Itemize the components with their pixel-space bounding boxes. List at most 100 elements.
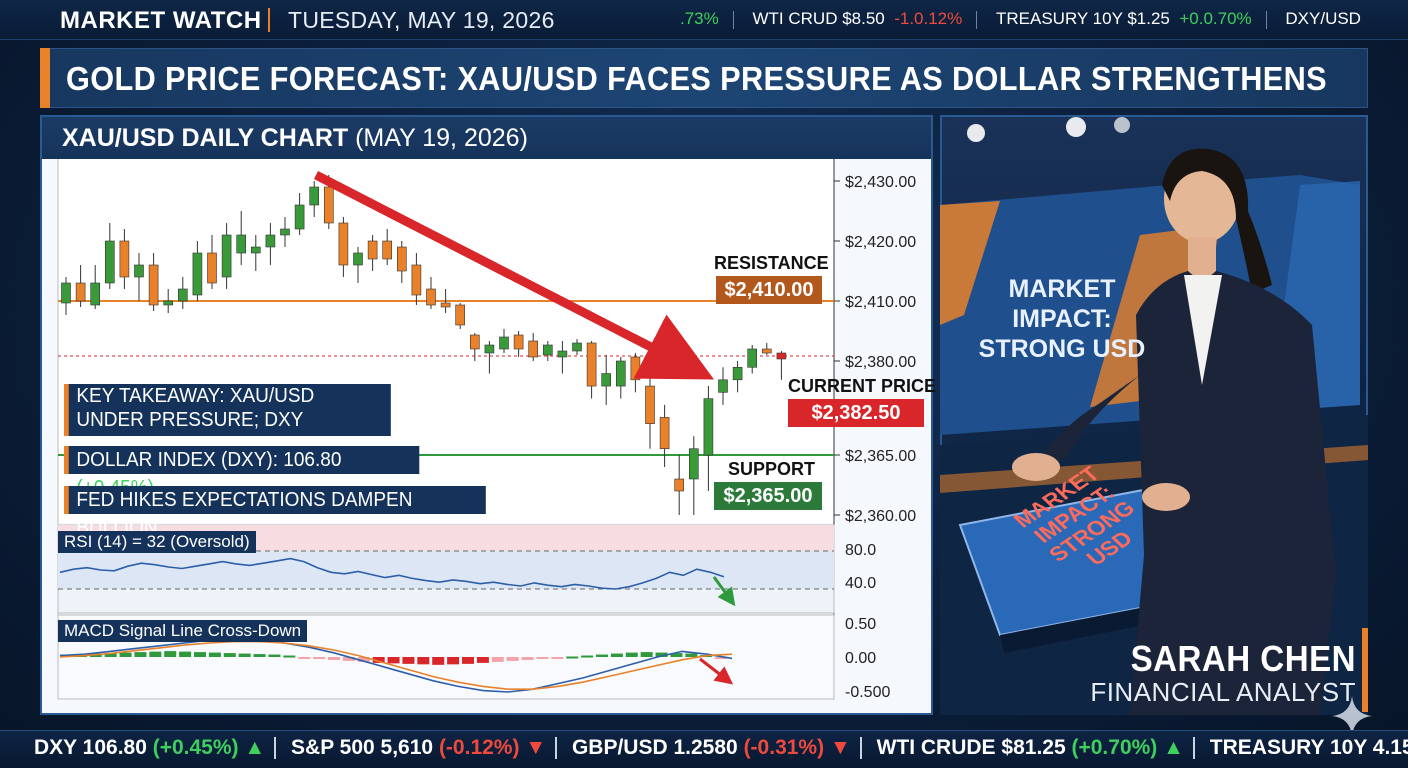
candle bbox=[469, 334, 480, 350]
analyst-jacket bbox=[1130, 271, 1336, 715]
candle bbox=[236, 234, 246, 254]
ticker-price: $8.50 bbox=[842, 9, 885, 28]
top-ticker-item: .73% bbox=[680, 9, 719, 29]
candle bbox=[221, 234, 232, 278]
candle bbox=[309, 186, 320, 206]
macd-line bbox=[59, 637, 733, 693]
ticker-change: (+0.45%) bbox=[152, 736, 239, 759]
macd-bar bbox=[447, 657, 460, 665]
rsi-mid-zone bbox=[58, 551, 834, 589]
analyst-hand bbox=[1142, 483, 1190, 511]
price-axis-label: $2,365.00 bbox=[845, 448, 916, 465]
ticker-divider bbox=[274, 737, 277, 760]
candle bbox=[148, 264, 159, 306]
rsi-label: RSI (14) = 32 (Oversold) bbox=[58, 531, 256, 553]
ticker-value: 106.80 bbox=[82, 736, 147, 759]
candle bbox=[338, 222, 349, 266]
candle bbox=[178, 288, 188, 302]
ticker-name: S&P 500 bbox=[291, 736, 375, 759]
candle bbox=[513, 334, 524, 350]
candle bbox=[411, 264, 422, 296]
macd-bar bbox=[566, 656, 579, 659]
key-takeaway-callout: KEY TAKEAWAY: XAU/USD UNDER PRESSURE; DX… bbox=[64, 384, 391, 455]
macd-bar bbox=[610, 653, 623, 657]
macd-bar bbox=[476, 657, 489, 663]
macd-bar bbox=[208, 652, 221, 657]
candle bbox=[251, 246, 261, 254]
candle bbox=[557, 350, 568, 358]
ticker-divider bbox=[1192, 737, 1195, 760]
candle bbox=[104, 240, 115, 284]
macd-bar bbox=[685, 653, 698, 657]
chart-title-date: (MAY 19, 2026) bbox=[355, 124, 528, 152]
headline-accent bbox=[40, 48, 50, 108]
analyst-arm bbox=[1172, 407, 1280, 495]
candle bbox=[280, 228, 290, 236]
chart-title: XAU/USD DAILY CHART (MAY 19, 2026) bbox=[62, 124, 528, 153]
rsi-line bbox=[59, 557, 725, 590]
chart-title-bar bbox=[42, 117, 931, 159]
candle bbox=[630, 356, 641, 381]
analyst-hair bbox=[1162, 148, 1272, 293]
ticker-name: DXY/USD bbox=[1285, 9, 1361, 28]
candle bbox=[601, 373, 612, 387]
support-label: SUPPORT bbox=[728, 459, 816, 479]
bottom-ticker-item: S&P 500 5,610 (-0.12%) ▼ bbox=[291, 736, 546, 760]
trend-arrow-icon bbox=[313, 170, 715, 380]
macd-bar bbox=[417, 657, 430, 665]
macd-bar bbox=[640, 652, 653, 657]
candle bbox=[572, 342, 582, 352]
ticker-price: $1.25 bbox=[1127, 9, 1170, 28]
rsi-down-arrow-icon bbox=[712, 576, 736, 607]
bottom-ticker-item: GBP/USD 1.2580 (-0.31%) ▼ bbox=[572, 736, 851, 760]
brand-logo: MARKET WATCH bbox=[60, 7, 262, 34]
price-axis-label: $2,410.00 bbox=[845, 294, 916, 311]
ticker-change: (-0.12%) bbox=[438, 736, 520, 759]
macd-bar bbox=[342, 657, 355, 661]
ticker-change: .73% bbox=[680, 9, 719, 28]
macd-signal-line bbox=[59, 640, 733, 690]
macd-bar bbox=[298, 657, 311, 659]
ticker-change: (-0.31%) bbox=[743, 736, 825, 759]
dxy-callout: DOLLAR INDEX (DXY): 106.80 (+0.45%) bbox=[64, 446, 420, 499]
top-ticker-item: TREASURY 10Y $1.25 +0.0.70% bbox=[996, 9, 1252, 29]
candle bbox=[615, 360, 626, 387]
candle bbox=[499, 336, 509, 350]
candle bbox=[440, 302, 451, 308]
macd-bar bbox=[506, 657, 519, 661]
analyst-name: SARAH CHEN bbox=[1130, 638, 1356, 679]
macd-bar bbox=[432, 657, 445, 665]
studio-orange-stripe bbox=[940, 201, 1000, 325]
price-axis-label: $2,420.00 bbox=[845, 234, 916, 251]
macd-bar bbox=[655, 652, 668, 657]
candle bbox=[732, 366, 743, 381]
bottom-ticker-item: TREASURY 10Y 4.15% ▲ bbox=[1210, 736, 1408, 760]
headline: GOLD PRICE FORECAST: XAU/USD FACES PRESS… bbox=[66, 60, 1327, 97]
macd-label: MACD Signal Line Cross-Down bbox=[58, 620, 308, 642]
ticker-value: 4.15% bbox=[1372, 736, 1408, 759]
candle bbox=[659, 417, 670, 450]
macd-bar bbox=[283, 655, 296, 658]
down-triangle-icon: ▼ bbox=[525, 736, 547, 759]
current-price-label: CURRENT PRICE bbox=[788, 376, 937, 396]
ticker-name: WTI CRUD bbox=[752, 9, 838, 28]
price-axis-label: $2,360.00 bbox=[845, 508, 916, 525]
studio-light bbox=[967, 124, 985, 142]
analyst-neck bbox=[1188, 237, 1216, 277]
price-axis-label: $2,380.00 bbox=[845, 354, 916, 371]
macd-bar bbox=[402, 657, 415, 664]
macd-bar bbox=[268, 654, 281, 657]
ticker-change: -1.0.12% bbox=[894, 9, 963, 28]
studio-light bbox=[1066, 117, 1086, 137]
candle bbox=[353, 252, 363, 266]
ticker-value: $81.25 bbox=[1001, 736, 1066, 759]
candle bbox=[645, 385, 655, 424]
macd-bar bbox=[194, 652, 206, 657]
analyst-blouse bbox=[1184, 275, 1222, 385]
candle bbox=[761, 348, 772, 354]
macd-bar bbox=[462, 657, 474, 664]
ticker-change: +0.0.70% bbox=[1179, 9, 1252, 28]
candle bbox=[294, 204, 305, 230]
resistance-price-box: $2,410.00 bbox=[716, 276, 822, 304]
candle bbox=[323, 186, 334, 224]
